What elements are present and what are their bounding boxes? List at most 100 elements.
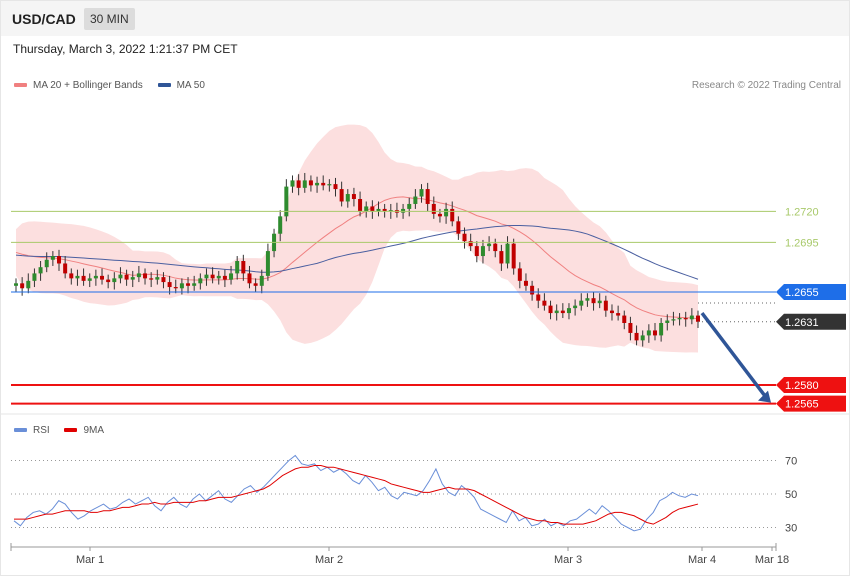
candle: [573, 299, 578, 316]
level-tag: [776, 377, 846, 393]
candle: [542, 293, 547, 311]
candle: [259, 269, 264, 294]
candle: [14, 278, 18, 292]
candle-body: [192, 283, 197, 286]
level-label: 1.2631: [785, 317, 819, 329]
candle-body: [603, 300, 608, 311]
candle-body: [450, 208, 455, 222]
candle-body: [542, 300, 547, 306]
candle: [585, 293, 590, 307]
candle: [505, 236, 510, 269]
candle: [382, 203, 387, 218]
candle-body: [235, 261, 240, 274]
x-tick-label: Mar 2: [315, 554, 343, 566]
candle-body: [382, 208, 387, 212]
candle-body: [370, 206, 375, 212]
candle: [696, 310, 700, 328]
candle: [210, 267, 215, 284]
candle: [81, 268, 86, 286]
legend-item-ma50: MA 50: [157, 80, 205, 91]
level-1.2580: 1.2580: [11, 377, 846, 393]
legend-swatch: [64, 428, 78, 433]
rsi-line: [13, 454, 699, 532]
candle: [499, 244, 504, 271]
candle-body: [493, 243, 498, 252]
candle-body: [75, 275, 80, 279]
candle: [413, 189, 418, 209]
candle: [38, 261, 43, 281]
candle-body: [419, 189, 424, 197]
candle-body: [278, 216, 283, 234]
candle: [652, 323, 657, 341]
candle-body: [173, 287, 178, 289]
candle-body: [523, 280, 528, 286]
candle: [493, 238, 498, 258]
candle: [143, 268, 148, 285]
timeframe-button[interactable]: 30 MIN: [84, 8, 135, 30]
candle-body: [247, 273, 252, 284]
candle: [665, 314, 670, 331]
candle: [75, 269, 80, 286]
candle-body: [499, 251, 504, 264]
candle-body: [167, 282, 172, 288]
candle: [560, 303, 565, 319]
level-1.2565: 1.2565: [11, 395, 846, 412]
candle: [20, 277, 25, 296]
candle: [603, 295, 608, 317]
candle: [118, 267, 123, 284]
candle-body: [456, 221, 461, 234]
bollinger-band: [16, 124, 698, 353]
candle: [106, 274, 111, 289]
candle-body: [640, 335, 645, 341]
candle-body: [474, 246, 479, 257]
level-label: 1.2580: [785, 380, 819, 392]
candle: [431, 196, 436, 219]
candle-body: [462, 233, 467, 242]
candle: [155, 269, 160, 285]
candle-body: [81, 275, 86, 281]
candle: [523, 273, 528, 291]
candle: [241, 254, 246, 281]
ma50-line: [15, 224, 699, 280]
candle-body: [696, 315, 700, 322]
legend-item-9ma: 9MA: [64, 425, 104, 436]
candle-body: [106, 279, 111, 283]
candle: [659, 318, 664, 342]
candle: [634, 325, 639, 346]
candle: [100, 268, 105, 285]
candle-body: [136, 273, 141, 278]
candle-body: [93, 275, 98, 279]
candle-body: [579, 300, 584, 306]
price-panel: 1.2720 1.2695 1.2655 1.2631 1.2580 1.2565: [11, 124, 846, 412]
candle: [265, 243, 270, 281]
candle: [444, 202, 449, 224]
candle: [419, 184, 424, 203]
legend-item-rsi: RSI: [14, 425, 50, 436]
price-legend: MA 20 + Bollinger Bands MA 50: [14, 80, 217, 91]
candle: [370, 200, 375, 219]
candle: [480, 239, 485, 264]
candle: [628, 316, 633, 341]
candle: [474, 241, 479, 263]
candle-body: [284, 186, 289, 217]
legend-item-ma20: MA 20 + Bollinger Bands: [14, 80, 143, 91]
candle: [622, 310, 627, 330]
candle: [204, 268, 209, 286]
candle-body: [530, 285, 535, 295]
candle-body: [444, 208, 449, 217]
level-label: 1.2695: [785, 237, 819, 249]
candle: [364, 201, 369, 218]
rsi-9ma-line: [14, 465, 699, 525]
candle: [339, 181, 344, 207]
x-tick-label: Mar 4: [688, 554, 716, 566]
candle-body: [57, 256, 62, 264]
candle-body: [480, 246, 485, 257]
candle: [112, 272, 117, 290]
candle: [640, 330, 645, 347]
x-tick-label: Mar 1: [76, 554, 104, 566]
candle-body: [149, 278, 154, 280]
candle-body: [517, 268, 522, 281]
candle-body: [634, 332, 639, 341]
rsi-level-label: 70: [785, 456, 797, 468]
candle-body: [333, 184, 338, 190]
